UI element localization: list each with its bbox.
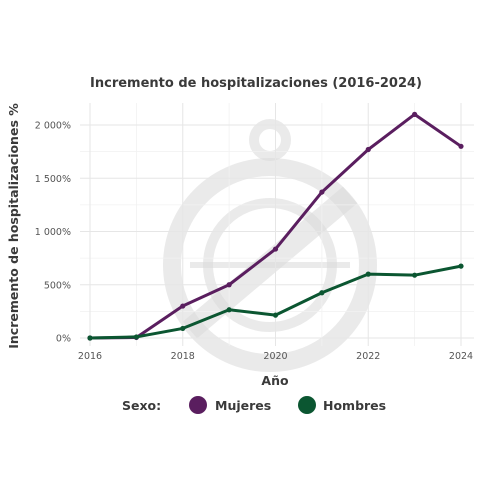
data-point-hombres [180,325,186,332]
data-point-mujeres [458,143,464,149]
data-point-mujeres [226,282,232,288]
y-tick-label: 1 000% [35,227,71,238]
data-point-hombres [458,263,464,269]
legend-label-hombres: Hombres [323,398,386,413]
grid [80,103,474,346]
data-point-mujeres [412,111,418,117]
series-lines [87,111,464,341]
x-axis-title: Año [261,373,289,388]
data-point-mujeres [365,146,371,153]
y-tick-labels: 0% 500% 1 000% 1 500% 2 000% [35,121,71,345]
y-tick-label: 0% [56,334,71,345]
data-point-hombres [412,272,418,278]
data-point-hombres [319,290,325,296]
legend: Sexo: Mujeres Hombres [122,396,386,414]
x-tick-label: 2022 [356,351,380,362]
y-tick-label: 2 000% [35,121,71,132]
data-point-hombres [226,307,232,313]
chart-title: Incremento de hospitalizaciones (2016-20… [90,76,422,91]
x-tick-label: 2020 [263,351,287,362]
x-tick-labels: 2016 2018 2020 2022 2024 [78,351,473,362]
watermark-emblem [163,119,377,372]
data-point-hombres [272,312,279,318]
legend-label-mujeres: Mujeres [215,398,271,413]
x-tick-label: 2018 [171,351,195,362]
data-point-hombres [133,334,139,340]
data-point-hombres [87,335,93,341]
legend-title: Sexo: [122,398,161,413]
data-point-mujeres [272,246,279,252]
x-tick-label: 2024 [449,351,473,362]
x-tick-label: 2016 [78,351,102,362]
y-tick-label: 1 500% [35,174,71,185]
y-tick-label: 500% [44,280,71,291]
data-point-hombres [365,271,371,277]
y-axis-title: Incremento de hospitalizaciones % [6,103,21,349]
legend-marker-mujeres [189,396,207,414]
legend-marker-hombres [298,396,316,414]
data-point-mujeres [319,189,325,195]
data-point-mujeres [180,303,186,309]
